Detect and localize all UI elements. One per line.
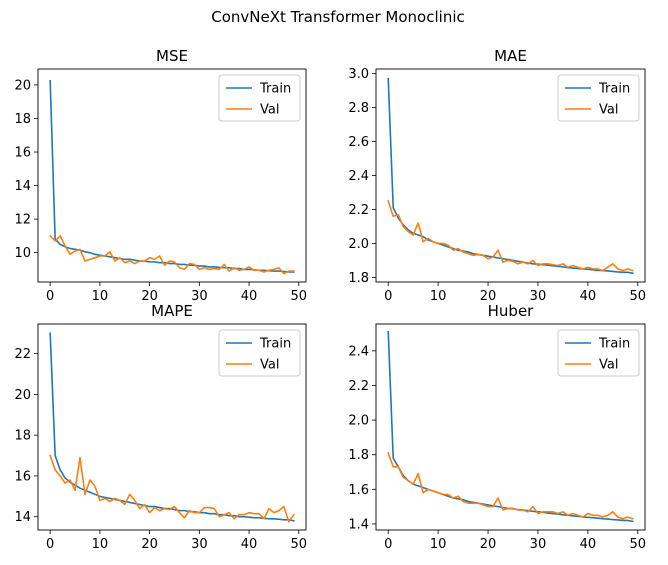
subplot-grid: MSE 0 10 20 30 40 50 10 12 14 16 18 20 Train Val MAE 0 10… [14, 47, 646, 552]
y-tick-label: 22 [14, 347, 31, 362]
x-tick-label: 0 [384, 537, 392, 552]
subplot-mape: MAPE 0 10 20 30 40 50 14 16 18 20 22 Train Val [14, 302, 307, 552]
x-tick-label: 10 [92, 537, 109, 552]
x-tick-label: 50 [291, 537, 308, 552]
x-tick-label: 20 [141, 537, 158, 552]
y-tick-label: 3.0 [348, 67, 369, 82]
x-tick-label: 10 [430, 537, 447, 552]
x-tick-label: 0 [46, 537, 54, 552]
x-tick-label: 40 [241, 537, 258, 552]
x-tick-label: 20 [141, 289, 158, 304]
legend: Train Val [557, 329, 640, 377]
subplot-mse: MSE 0 10 20 30 40 50 10 12 14 16 18 20 Train Val [14, 47, 307, 304]
y-tick-label: 1.6 [348, 483, 369, 498]
axes-frame [37, 68, 307, 283]
y-tick-label: 2.2 [348, 379, 369, 394]
y-tick-label: 2.0 [348, 237, 369, 252]
legend-label-train: Train [259, 82, 291, 97]
subplot-title: Huber [488, 302, 535, 320]
axes-frame [37, 323, 307, 531]
series-line-val [387, 451, 634, 520]
y-tick-label: 16 [14, 469, 31, 484]
x-tick-label: 40 [241, 289, 258, 304]
x-tick-label: 30 [191, 289, 208, 304]
x-tick-label: 30 [530, 537, 547, 552]
y-tick-label: 2.0 [348, 414, 369, 429]
x-tick-label: 0 [46, 289, 54, 304]
series-line-train [387, 77, 634, 275]
legend-label-train: Train [259, 337, 291, 352]
y-tick-label: 18 [14, 429, 31, 444]
y-tick-label: 2.4 [348, 344, 369, 359]
figure-suptitle: ConvNeXt Transformer Monoclinic [211, 8, 465, 26]
axes-frame [375, 323, 646, 531]
subplot-title: MSE [156, 47, 188, 65]
legend-label-train: Train [598, 82, 630, 97]
legend: Train Val [557, 74, 640, 122]
legend-label-train: Train [598, 337, 630, 352]
y-tick-label: 1.8 [348, 271, 369, 286]
x-tick-label: 30 [530, 289, 547, 304]
x-tick-label: 20 [480, 289, 497, 304]
y-tick-label: 20 [14, 388, 31, 403]
legend-label-val: Val [260, 103, 279, 118]
subplot-title: MAPE [151, 302, 193, 320]
x-tick-label: 40 [580, 537, 597, 552]
y-tick-label: 14 [14, 510, 31, 525]
legend: Train Val [218, 74, 301, 122]
legend-label-val: Val [599, 103, 618, 118]
y-tick-label: 10 [14, 246, 31, 261]
y-tick-label: 1.4 [348, 517, 369, 532]
y-tick-label: 20 [14, 78, 31, 93]
series-line-val [49, 454, 295, 523]
x-tick-label: 50 [629, 289, 646, 304]
x-tick-label: 50 [629, 537, 646, 552]
x-tick-label: 20 [480, 537, 497, 552]
x-tick-label: 50 [291, 289, 308, 304]
y-tick-label: 18 [14, 112, 31, 127]
y-tick-label: 2.8 [348, 101, 369, 116]
y-tick-label: 2.2 [348, 203, 369, 218]
series-line-val [49, 234, 295, 275]
x-tick-label: 0 [384, 289, 392, 304]
x-tick-label: 10 [92, 289, 109, 304]
subplot-huber: Huber 0 10 20 30 40 50 1.4 1.6 1.8 2.0 2.2 2.4 Train V… [348, 302, 646, 552]
x-tick-label: 10 [430, 289, 447, 304]
y-tick-label: 2.6 [348, 135, 369, 150]
legend: Train Val [218, 329, 301, 377]
y-tick-label: 1.8 [348, 448, 369, 463]
subplot-mae: MAE 0 10 20 30 40 50 1.8 2.0 2.2 2.4 2.6 2.8 3.0 Train… [348, 47, 646, 304]
x-tick-label: 40 [580, 289, 597, 304]
series-line-val [387, 199, 634, 272]
subplot-title: MAE [494, 47, 527, 65]
y-tick-label: 16 [14, 146, 31, 161]
legend-label-val: Val [260, 358, 279, 373]
y-tick-label: 12 [14, 213, 31, 228]
y-tick-label: 14 [14, 179, 31, 194]
series-line-train [49, 332, 295, 522]
y-tick-label: 2.4 [348, 169, 369, 184]
legend-label-val: Val [599, 358, 618, 373]
x-tick-label: 30 [191, 537, 208, 552]
